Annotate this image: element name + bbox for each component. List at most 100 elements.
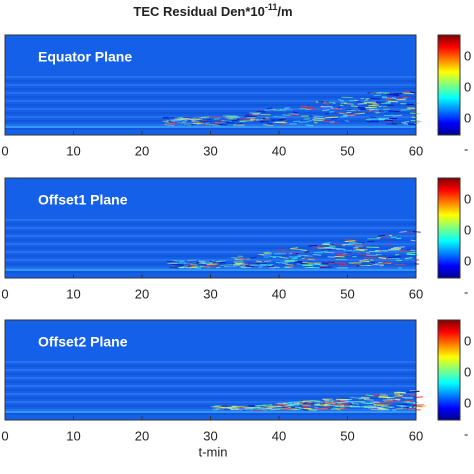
texture bbox=[308, 244, 318, 247]
texture bbox=[289, 247, 298, 250]
texture bbox=[343, 103, 354, 105]
texture bbox=[388, 110, 400, 113]
texture bbox=[283, 403, 288, 406]
texture bbox=[220, 264, 233, 267]
x-axis-label: t-min bbox=[199, 444, 228, 459]
texture bbox=[171, 121, 177, 124]
texture bbox=[252, 409, 264, 412]
texture bbox=[335, 111, 349, 114]
texture bbox=[273, 109, 286, 112]
texture bbox=[204, 122, 210, 124]
texture bbox=[377, 406, 384, 409]
texture bbox=[230, 408, 243, 411]
x-tick-label: 30 bbox=[203, 143, 217, 158]
title-suffix: /m bbox=[277, 4, 292, 19]
texture bbox=[403, 123, 409, 125]
texture bbox=[336, 408, 341, 411]
title-superscript: -11 bbox=[265, 2, 278, 12]
texture bbox=[377, 234, 385, 237]
texture bbox=[333, 405, 339, 408]
texture bbox=[240, 265, 245, 268]
texture bbox=[284, 407, 294, 410]
texture bbox=[217, 407, 226, 409]
texture bbox=[288, 113, 299, 116]
texture bbox=[337, 98, 342, 101]
colorbar-tick-label: 0 bbox=[464, 364, 471, 379]
texture bbox=[349, 397, 361, 399]
texture bbox=[324, 102, 329, 105]
texture bbox=[321, 249, 332, 251]
texture bbox=[194, 267, 202, 269]
x-tick-label: 0 bbox=[1, 143, 8, 158]
texture bbox=[387, 256, 401, 259]
texture bbox=[349, 100, 357, 102]
texture bbox=[358, 397, 370, 400]
texture bbox=[284, 119, 289, 122]
texture bbox=[253, 262, 267, 265]
texture bbox=[317, 100, 329, 103]
texture bbox=[404, 90, 409, 93]
texture bbox=[301, 105, 314, 108]
x-tick-label: 0 bbox=[1, 286, 8, 301]
x-tick-label: 10 bbox=[66, 286, 80, 301]
texture bbox=[305, 124, 314, 127]
texture bbox=[281, 252, 285, 254]
texture bbox=[315, 403, 320, 406]
texture bbox=[344, 240, 356, 243]
texture bbox=[242, 408, 250, 410]
texture bbox=[402, 92, 415, 95]
texture bbox=[182, 122, 195, 125]
texture bbox=[313, 400, 323, 403]
texture bbox=[330, 121, 339, 124]
texture bbox=[236, 122, 243, 125]
texture bbox=[304, 257, 317, 260]
x-tick-label: 30 bbox=[203, 428, 217, 443]
texture bbox=[369, 108, 375, 111]
texture bbox=[287, 251, 299, 254]
texture bbox=[302, 261, 312, 264]
texture bbox=[378, 257, 387, 259]
texture bbox=[202, 118, 211, 121]
texture bbox=[266, 107, 273, 110]
texture bbox=[311, 246, 325, 249]
x-tick-label: 20 bbox=[135, 143, 149, 158]
texture bbox=[384, 120, 392, 123]
texture bbox=[325, 403, 331, 406]
texture bbox=[287, 265, 295, 267]
texture bbox=[275, 121, 288, 124]
texture bbox=[256, 260, 262, 263]
texture bbox=[301, 257, 305, 260]
heatmap bbox=[5, 35, 422, 135]
texture bbox=[388, 100, 398, 103]
texture bbox=[339, 104, 344, 107]
texture bbox=[279, 260, 290, 263]
colorbar-tick-label: - bbox=[464, 284, 468, 299]
texture bbox=[357, 107, 369, 109]
texture bbox=[370, 401, 380, 404]
x-tick-label: 20 bbox=[135, 286, 149, 301]
texture bbox=[289, 252, 293, 255]
texture bbox=[167, 122, 177, 125]
x-tick-label: 40 bbox=[272, 286, 286, 301]
colorbar-tick-label: 0 bbox=[464, 79, 471, 94]
texture bbox=[246, 116, 257, 119]
texture bbox=[162, 116, 169, 119]
texture bbox=[380, 236, 390, 238]
texture bbox=[353, 100, 362, 103]
texture bbox=[263, 251, 271, 254]
texture bbox=[350, 105, 358, 107]
texture bbox=[215, 260, 223, 263]
texture bbox=[415, 396, 424, 399]
texture bbox=[319, 266, 333, 269]
texture bbox=[275, 261, 281, 264]
texture bbox=[393, 246, 405, 249]
texture bbox=[235, 264, 241, 267]
x-tick-label: 50 bbox=[340, 286, 354, 301]
texture bbox=[338, 264, 348, 267]
texture bbox=[389, 234, 393, 237]
texture bbox=[372, 103, 377, 105]
texture bbox=[339, 112, 347, 115]
chart-title: TEC Residual Den*10-11/m bbox=[133, 2, 292, 19]
texture bbox=[410, 239, 417, 242]
x-tick-label: 30 bbox=[203, 286, 217, 301]
